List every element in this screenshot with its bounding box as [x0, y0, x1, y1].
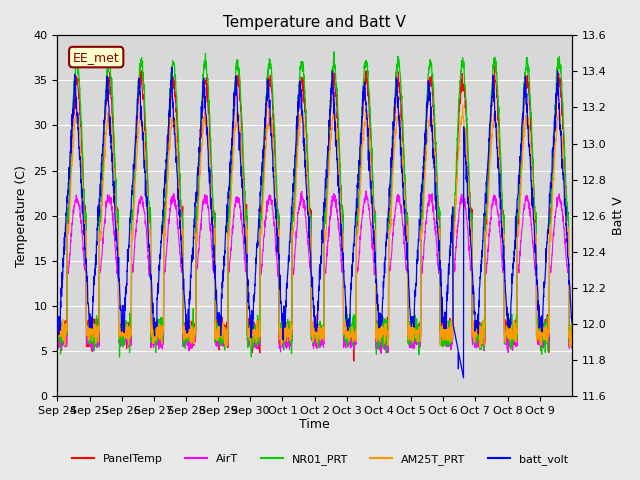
X-axis label: Time: Time	[300, 419, 330, 432]
Text: EE_met: EE_met	[73, 50, 120, 63]
Legend: PanelTemp, AirT, NR01_PRT, AM25T_PRT, batt_volt: PanelTemp, AirT, NR01_PRT, AM25T_PRT, ba…	[68, 450, 572, 469]
Y-axis label: Temperature (C): Temperature (C)	[15, 165, 28, 266]
Title: Temperature and Batt V: Temperature and Batt V	[223, 15, 406, 30]
Y-axis label: Batt V: Batt V	[612, 196, 625, 235]
